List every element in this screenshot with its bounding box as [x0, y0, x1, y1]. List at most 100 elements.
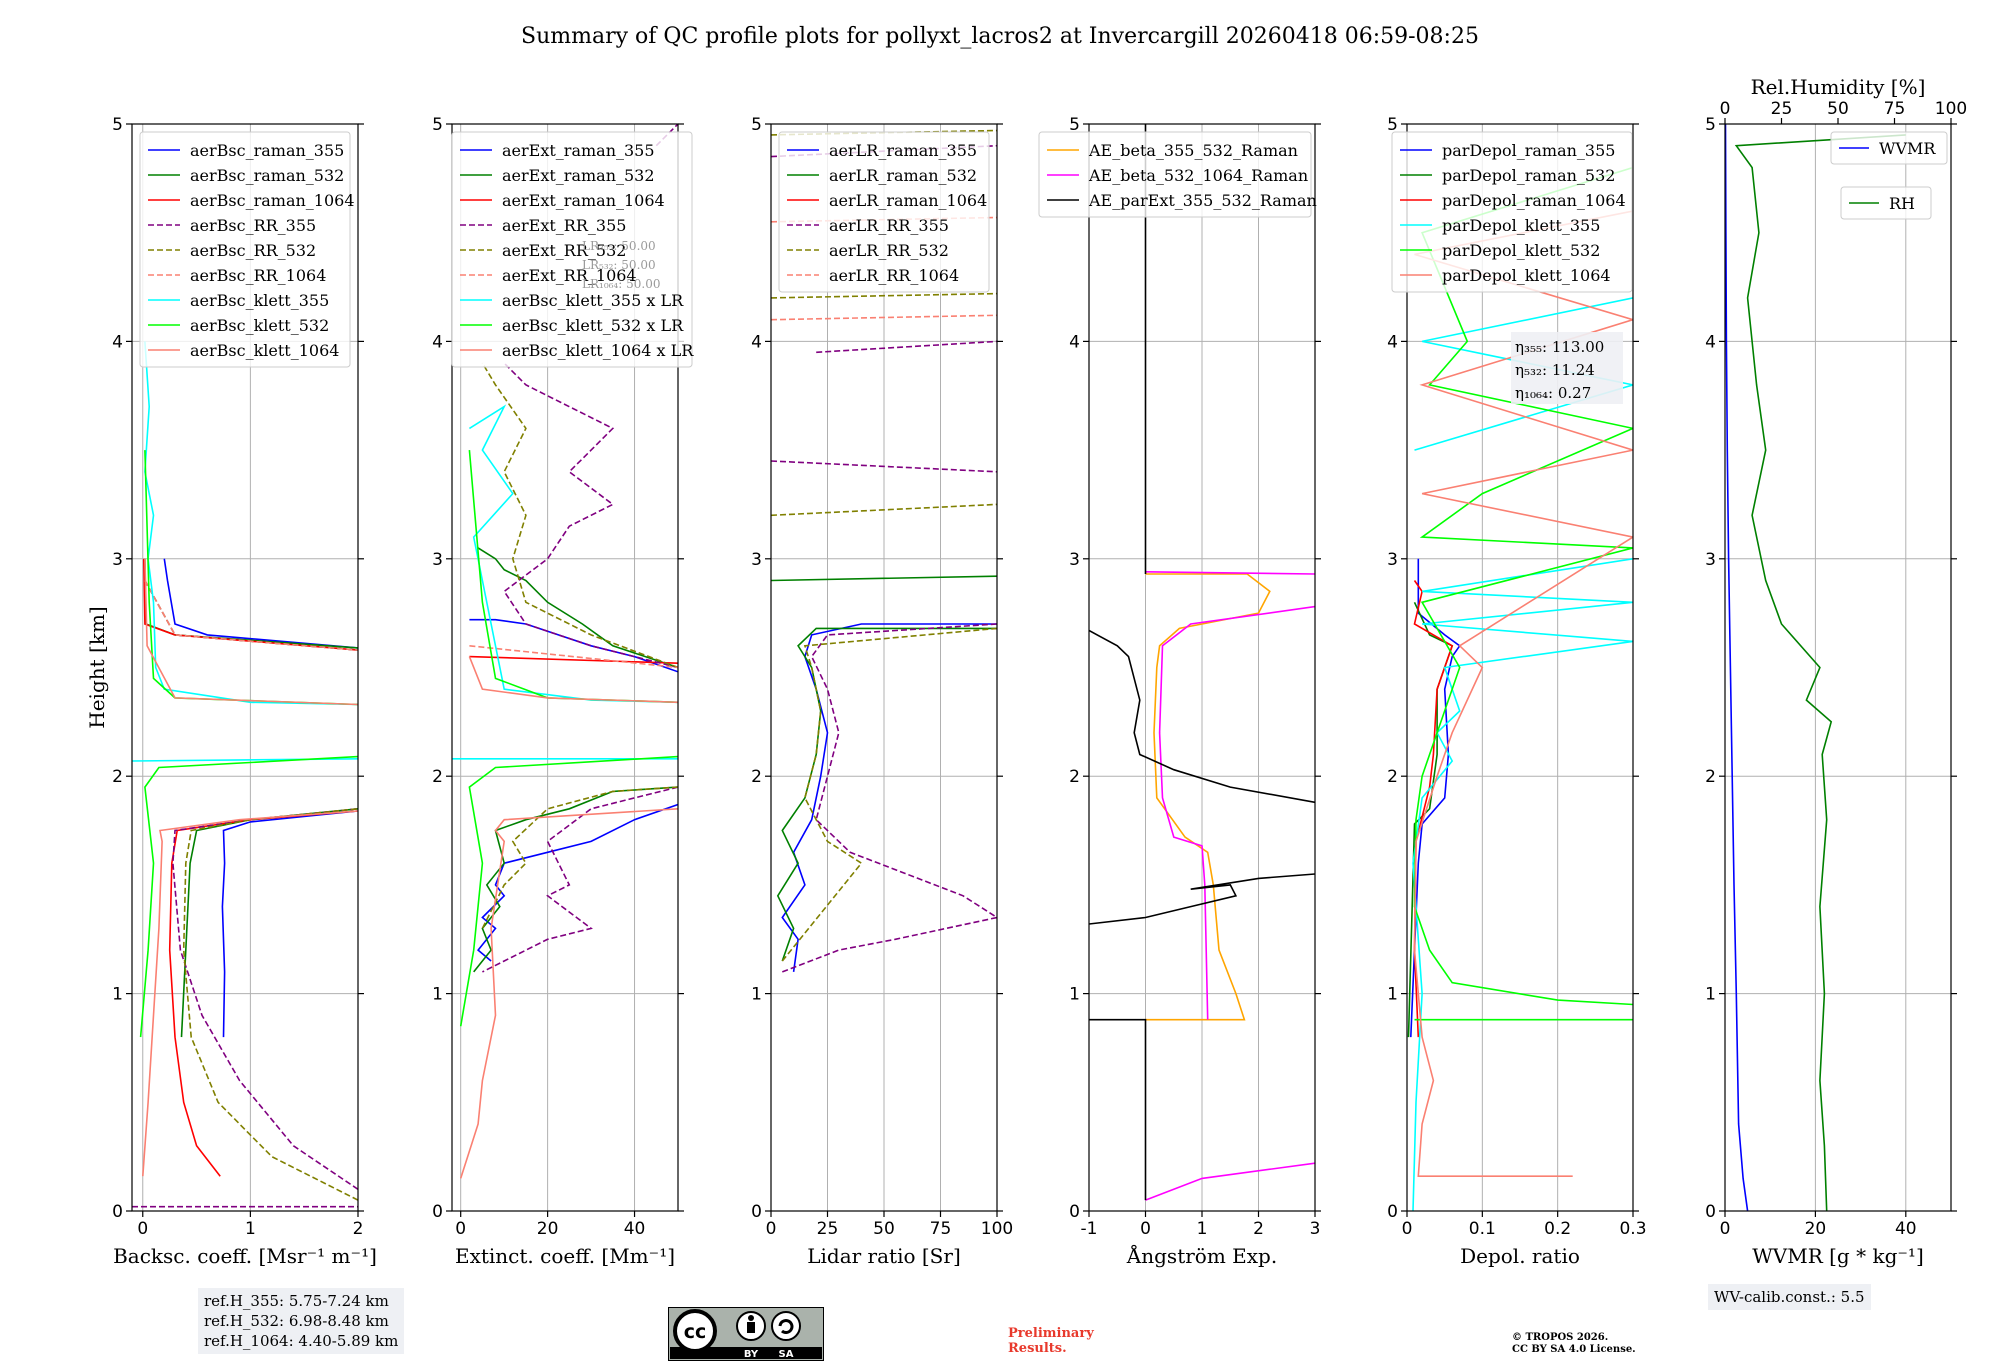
ext-series-group	[452, 124, 678, 1179]
legend-entry: aerLR_RR_532	[829, 241, 949, 260]
series-line-aerbsc-rr-355	[132, 580, 358, 1208]
series-line-wvmr	[1725, 124, 1749, 1211]
lidar-ratio-annotation: LR₅₃₂: 50.00	[582, 258, 656, 272]
series-line-aerlr-raman-355	[781, 623, 997, 973]
ref-height-532: ref.H_532: 6.98-8.48 km	[204, 1312, 389, 1330]
series-line-aerbsc-klett-1064-x-lr	[459, 656, 678, 1179]
series-line-aerbsc-rr-532	[144, 580, 358, 1201]
y-tick-label: 0	[1387, 1202, 1398, 1222]
x-tick-label: 2	[1253, 1219, 1264, 1239]
series-line-pardepol-klett-355	[1412, 297, 1633, 1211]
legend-entry: parDepol_raman_532	[1442, 166, 1615, 185]
legend-entry: aerLR_RR_1064	[829, 266, 959, 285]
legend-entry: parDepol_klett_355	[1442, 216, 1600, 235]
ref-height-1064: ref.H_1064: 4.40-5.89 km	[204, 1332, 399, 1350]
series-line-aerext-raman-1064	[469, 655, 678, 664]
y-tick-label: 3	[1069, 550, 1080, 570]
series-line-pardepol-klett-532	[1413, 166, 1633, 1021]
series-line-pardepol-raman-355	[1410, 558, 1461, 1038]
legend-entry: aerBsc_klett_532 x LR	[502, 316, 684, 335]
y-tick-label: 0	[112, 1202, 123, 1222]
x-axis-label: Extinct. coeff. [Mm⁻¹]	[455, 1244, 675, 1268]
y-tick-label: 1	[112, 985, 123, 1005]
preliminary-line-1: Preliminary	[1008, 1326, 1094, 1341]
copyright-line-1: © TROPOS 2026.	[1512, 1332, 1609, 1343]
legend: parDepol_raman_355 parDepol_raman_532 parD…	[1391, 131, 1633, 293]
lidar-ratio-annotation: LR₃₅₅: 50.00	[582, 239, 656, 253]
y-tick-label: 0	[432, 1202, 443, 1222]
eta-annotation: η₃₅₅: 113.00	[1515, 338, 1604, 356]
y-tick-label: 0	[751, 1202, 762, 1222]
legend-entry: aerBsc_RR_355	[190, 216, 316, 235]
figure-title: Summary of QC profile plots for pollyxt_…	[521, 24, 1479, 49]
cc-by-label: BY	[744, 1349, 759, 1360]
series-line-aerbsc-raman-532	[144, 558, 358, 1038]
ext-panel: 0 20 40 0 1 2 3 4 5 Extinct. coeff. [Mm⁻¹] aerExt_…	[432, 115, 694, 1268]
series-line-aerbsc-klett-1064	[142, 558, 358, 1177]
y-tick-label: 2	[1069, 767, 1080, 787]
legend-entry: aerExt_RR_532	[502, 241, 626, 260]
legend-entry: RH	[1889, 194, 1915, 213]
legend-entry: parDepol_raman_1064	[1442, 191, 1626, 210]
series-line-aerbsc-klett-355-x-lr	[452, 404, 678, 760]
legend-entry: aerBsc_klett_532	[190, 316, 329, 335]
series-line-ae-beta-532-1064-raman	[1145, 571, 1315, 1201]
depol-series-group	[1407, 166, 1633, 1211]
legend-box	[1038, 131, 1312, 218]
legend-entry: aerExt_raman_355	[502, 141, 655, 160]
x2-tick-label: 75	[1884, 99, 1906, 119]
series-line-ae-parext-355-532-raman	[1089, 124, 1315, 1201]
y-tick-label: 3	[1705, 550, 1716, 570]
sa-share-alike-icon	[771, 1311, 801, 1341]
x-tick-label: 20	[537, 1219, 559, 1239]
legend-entry: aerExt_RR_355	[502, 216, 626, 235]
series-line-ae-beta-355-532-raman	[1145, 573, 1271, 1021]
eta-annotation: η₁₀₆₄: 0.27	[1515, 384, 1591, 402]
eta-annotation-box	[1511, 332, 1623, 404]
legend-entry: aerBsc_raman_355	[190, 141, 344, 160]
legend: RH	[1840, 186, 1932, 220]
y-tick-label: 2	[112, 767, 123, 787]
x-tick-label: 0.3	[1619, 1219, 1646, 1239]
legend-box	[451, 131, 693, 368]
legend-entry: aerBsc_klett_1064	[190, 341, 339, 360]
x2-tick-label: 50	[1827, 99, 1849, 119]
x2-tick-label: 25	[1771, 99, 1793, 119]
legend: aerExt_raman_355 aerExt_raman_532 aerExt_r…	[451, 131, 694, 368]
legend-entry: aerBsc_raman_1064	[190, 191, 355, 210]
y-tick-label: 5	[1705, 115, 1716, 135]
y-tick-label: 4	[751, 332, 762, 352]
x-axis-label: WVMR [g * kg⁻¹]	[1752, 1244, 1924, 1268]
lr-panel: 0 25 50 75 100 0 1 2 3 4 5 Lidar ratio [Sr] aerLR_ra…	[751, 115, 1013, 1268]
depol-annotations: η₃₅₅: 113.00 η₅₃₂: 11.24 η₁₀₆₄: 0.27	[1511, 332, 1623, 404]
legend-entry: aerBsc_RR_1064	[190, 266, 326, 285]
legend-box	[778, 131, 990, 293]
y-tick-label: 1	[432, 985, 443, 1005]
bsc-panel: 0 1 2 0 1 2 3 4 5 Backsc. coeff. [Msr⁻¹ m⁻¹] Heigh…	[85, 115, 377, 1268]
x2-axis-label: Rel.Humidity [%]	[1751, 75, 1926, 99]
y-tick-label: 5	[1387, 115, 1398, 135]
depol-frame	[1406, 123, 1634, 1212]
legend-entry: aerBsc_raman_532	[190, 166, 344, 185]
y-tick-label: 1	[751, 985, 762, 1005]
legend: aerLR_raman_355 aerLR_raman_532 aerLR_rama…	[778, 131, 990, 293]
ref-height-355: ref.H_355: 5.75-7.24 km	[204, 1292, 389, 1310]
x-tick-label: 0	[137, 1219, 148, 1239]
y-tick-label: 1	[1705, 985, 1716, 1005]
x-tick-label: 25	[817, 1219, 839, 1239]
x-tick-label: 3	[1310, 1219, 1321, 1239]
legend-entry: aerExt_RR_1064	[502, 266, 637, 285]
y-tick-label: 5	[751, 115, 762, 135]
preliminary-note: Preliminary Results.	[1008, 1326, 1094, 1356]
legend-box	[1391, 131, 1633, 293]
x-tick-label: 0	[455, 1219, 466, 1239]
legend-entry: aerBsc_klett_1064 x LR	[502, 341, 694, 360]
copyright-line-2: CC BY SA 4.0 License.	[1512, 1344, 1636, 1355]
x-tick-label: 40	[1895, 1219, 1917, 1239]
legend-entry: aerLR_raman_532	[829, 166, 977, 185]
y-tick-label: 4	[112, 332, 123, 352]
legend-entry: aerExt_raman_532	[502, 166, 655, 185]
wv-calibration-box: WV-calib.const.: 5.5	[1708, 1284, 1871, 1310]
